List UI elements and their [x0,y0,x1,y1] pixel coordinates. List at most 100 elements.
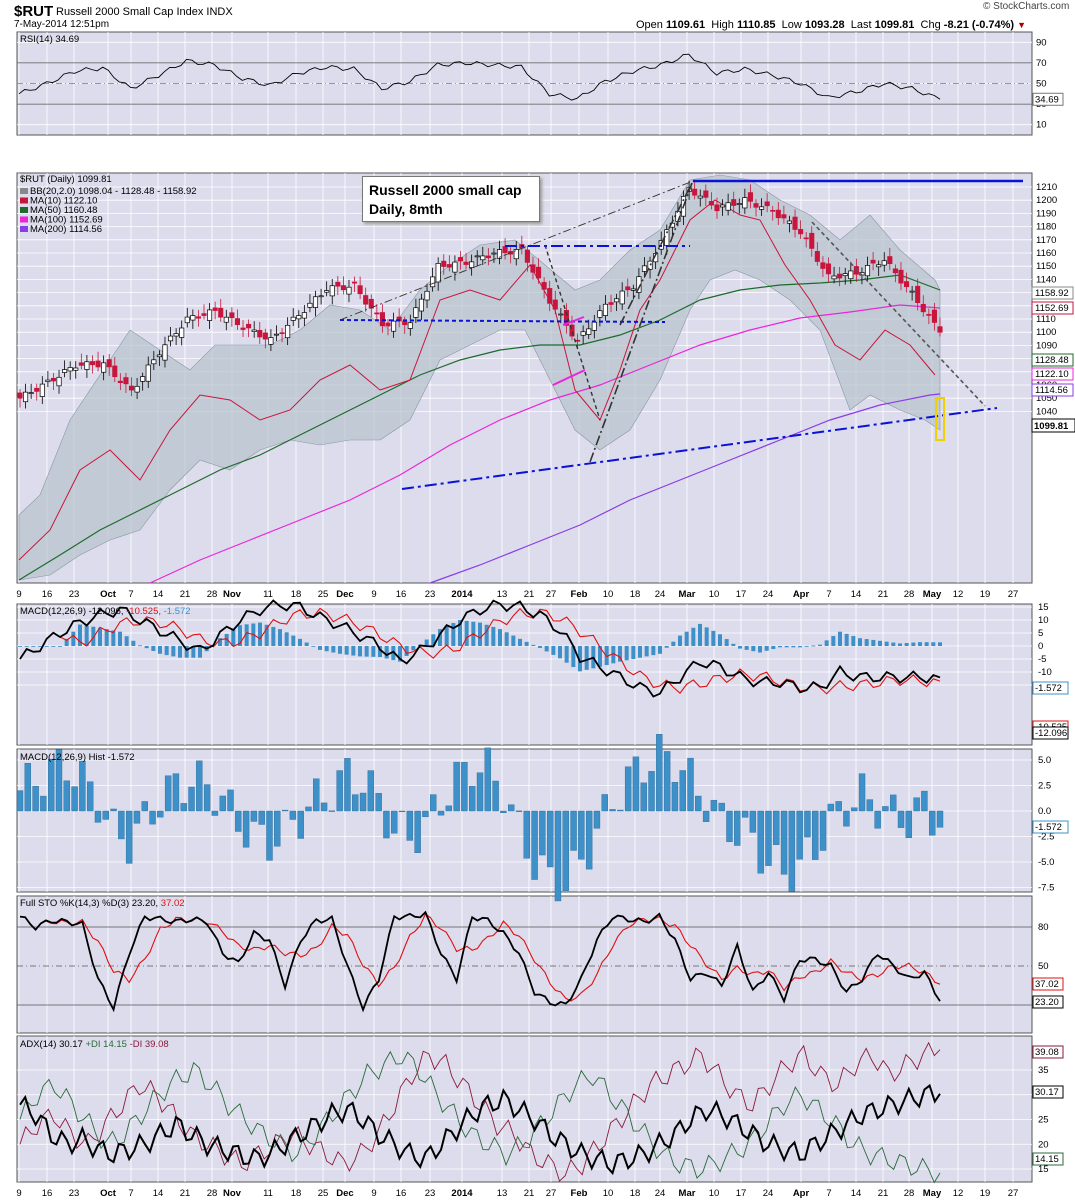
candle-body [731,199,737,206]
hist-bar [437,810,445,816]
x-tick-mid-12: Dec [336,589,353,600]
macd-hist-bar [278,629,282,646]
indicator-legend-1: MA(10) 1122.10 [30,196,97,207]
ma50-line [18,274,941,581]
macd-tick-2: 5 [1038,628,1043,639]
price-current-tag [1031,418,1075,433]
rsi-tick-4: 10 [1036,120,1047,131]
adx-tick-0: 35 [1038,1065,1049,1076]
macd-hist-bar [924,642,929,646]
hist-bar [180,803,187,812]
candle-body [418,298,425,312]
candle-body [469,261,475,268]
x-tick-mid-5: 14 [153,589,164,600]
candle-body [903,281,910,288]
hist-bar [663,751,671,812]
hist-bar [133,810,141,824]
hist-bar [492,780,499,812]
macd-hist-bar [318,646,322,650]
x-tick-mid-11: 25 [318,589,329,600]
candle-body [541,282,547,290]
macd-hist-bar [611,646,616,664]
hist-bar [328,810,336,812]
macd-hist-bar [524,641,529,646]
hist-bar [320,802,328,812]
x-tick-mid-32: 28 [904,589,915,600]
macd-hist-bar [518,638,522,646]
adx-legend: ADX(14) 30.17 +DI 14.15 -DI 39.08 [20,1039,169,1050]
candle-body [184,316,190,324]
rsi-tick-0: 90 [1036,37,1047,48]
candle-body [798,229,804,235]
macd-hist-bar [258,622,262,646]
x-tick-mid-27: 24 [763,589,774,600]
macd-line [19,599,941,698]
macd-hist-bar [711,630,716,646]
macd-tag-0 [1032,681,1069,695]
macd-hist-bar [111,630,116,646]
hist-bar [648,771,655,812]
hist-bar [258,810,265,825]
macd-hist-bar [811,645,816,647]
candle-body [357,285,363,295]
candle-body [480,255,486,261]
last-label: Last [850,19,872,31]
candle-body [569,324,575,337]
candle-body [770,209,776,212]
price-tick-7: 1140 [1036,274,1056,285]
candle-body [229,312,235,319]
hist-bar [936,810,944,828]
indicator-swatch-2 [20,207,28,213]
index-full-name: Russell 2000 Small Cap Index [56,6,204,18]
sto-legend-part-1: 37.02 [158,898,184,909]
hist-bar [242,810,250,848]
candle-body [814,251,820,262]
macd-hist-bar [658,646,662,654]
macd-tag-text-2: -12.096 [1035,728,1067,739]
hist-bar [398,810,406,813]
hist-bar [406,810,414,841]
candle-body [285,324,291,339]
macd-hist-bar [824,640,829,646]
candle-body [335,281,341,287]
macd-hist-bar [304,642,309,646]
feb-decline-line [544,244,601,421]
hist-bar [843,810,850,827]
hist-tick-1: 2.5 [1038,781,1051,792]
sto-tick-0: 80 [1038,922,1049,933]
macd-hist-bar [684,631,689,646]
candle-body [575,339,581,342]
candle-body [513,249,519,260]
sto-tick-1: 50 [1038,961,1049,972]
hist-bar [289,810,297,820]
candle-body [759,206,765,210]
hist-bar [336,770,343,812]
chart-header: $RUT Russell 2000 Small Cap Index INDX 7… [0,0,1075,32]
hist-bar [874,810,881,829]
candle-body [463,261,469,265]
price-tick-2: 1190 [1036,208,1056,219]
macd-hist-bar [884,641,889,646]
macd-hist-bar [138,645,142,647]
x-tick-bottom-20: Feb [571,1188,588,1199]
candle-body [474,255,480,258]
hist-bar [235,810,242,832]
macd-hist-bar [18,646,22,647]
candle-body [351,281,358,284]
candle-body [402,320,408,326]
stockcharts-brand: © StockCharts.com [983,1,1070,12]
sto-legend-part-0: Full STO %K(14,3) %D(3) 23.20, [20,898,158,909]
annotation-line1: Russell 2000 small cap [369,182,522,198]
macd-hist-bar [91,626,96,646]
hist-bar [913,797,920,812]
macd-hist-bar [338,646,342,654]
macd-hist-bar [931,642,936,646]
macd-hist-bar [678,635,682,646]
macd-hist-bar [744,646,749,650]
panel-adx [16,1035,1033,1183]
macd-hist-bar [918,642,922,646]
x-tick-mid-25: 10 [709,589,720,600]
x-tick-mid-21: 10 [603,589,614,600]
rsi-tick-2: 50 [1036,79,1047,90]
x-tick-mid-28: Apr [793,589,810,600]
